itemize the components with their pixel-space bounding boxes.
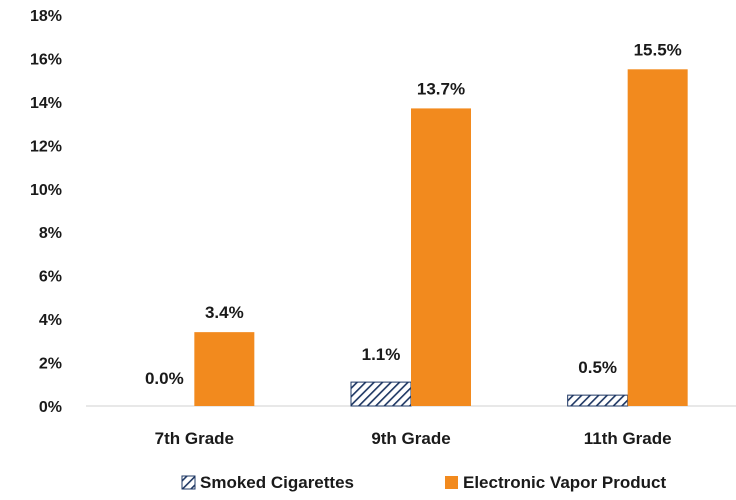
x-tick-label: 7th Grade	[155, 429, 234, 448]
data-label: 15.5%	[634, 40, 682, 59]
y-tick-label: 0%	[39, 399, 62, 416]
x-tick-label: 11th Grade	[584, 429, 672, 448]
legend-label: Electronic Vapor Product	[463, 473, 666, 492]
legend-swatch	[445, 476, 458, 489]
y-axis: 0% 2% 4% 6% 8% 10% 12% 14% 16% 18%	[30, 8, 62, 416]
y-tick-label: 8%	[39, 225, 62, 242]
bar	[567, 394, 629, 407]
bar	[194, 332, 255, 406]
y-tick-label: 12%	[30, 138, 62, 155]
y-tick-label: 10%	[30, 182, 62, 199]
data-labels-group: 0.0% 3.4% 1.1% 13.7% 0.5% 15.5%	[145, 40, 682, 388]
legend-swatch	[181, 475, 196, 490]
legend-label: Smoked Cigarettes	[200, 473, 354, 492]
x-tick-label: 9th Grade	[371, 429, 450, 448]
bar	[350, 381, 412, 407]
y-tick-label: 18%	[30, 8, 62, 25]
bar	[411, 108, 471, 407]
x-axis: 7th Grade 9th Grade 11th Grade	[86, 405, 736, 448]
data-label: 3.4%	[205, 303, 244, 322]
data-label: 1.1%	[362, 345, 401, 364]
data-label: 0.5%	[578, 358, 617, 377]
legend: Smoked Cigarettes Electronic Vapor Produc…	[181, 473, 666, 492]
y-tick-label: 6%	[39, 269, 62, 286]
y-tick-label: 16%	[30, 51, 62, 68]
bars-group	[194, 69, 688, 407]
data-label: 0.0%	[145, 369, 184, 388]
data-label: 13.7%	[417, 79, 465, 98]
bar	[627, 69, 688, 407]
y-tick-label: 2%	[39, 356, 62, 373]
y-tick-label: 4%	[39, 312, 62, 329]
y-tick-label: 14%	[30, 95, 62, 112]
